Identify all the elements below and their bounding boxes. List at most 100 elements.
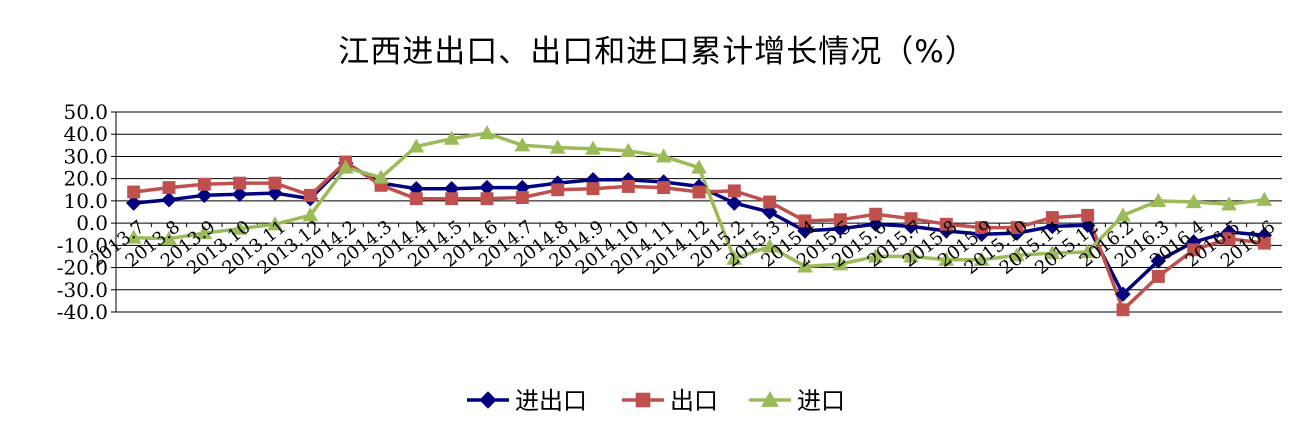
y-tick-label: 40.0 <box>63 122 108 146</box>
data-point <box>867 216 884 232</box>
legend-marker <box>761 390 779 407</box>
y-tick-label: 0.0 <box>76 211 108 235</box>
data-point <box>127 185 141 199</box>
data-point <box>445 192 459 206</box>
legend-marker <box>635 392 651 408</box>
data-point <box>655 148 672 163</box>
data-point <box>196 187 213 204</box>
data-point <box>1221 196 1237 211</box>
data-point <box>939 217 953 231</box>
y-tick-label: -10.0 <box>57 233 108 257</box>
data-point <box>798 214 812 228</box>
data-point <box>904 212 918 226</box>
data-point <box>1256 191 1273 206</box>
data-point <box>267 216 283 231</box>
data-point <box>479 125 495 140</box>
data-point <box>1079 217 1096 234</box>
data-point <box>975 221 989 235</box>
data-point <box>973 251 990 266</box>
x-axis-ticks: 2013.72013.82013.92013.102013.112013.122… <box>86 217 1279 279</box>
data-point <box>337 159 354 174</box>
legend-label: 出口 <box>670 387 718 415</box>
data-point <box>233 176 247 190</box>
data-point <box>1009 247 1025 262</box>
axes <box>111 111 1248 313</box>
data-point <box>1185 193 1202 209</box>
data-point <box>1150 192 1167 207</box>
data-point <box>373 169 389 184</box>
data-point <box>832 256 849 271</box>
data-point <box>938 251 955 266</box>
data-point <box>833 213 847 227</box>
data-point <box>161 230 177 245</box>
legend: 进出口 出口 进口 <box>467 387 845 415</box>
legend-label: 进出口 <box>515 387 587 415</box>
data-point <box>1222 232 1236 246</box>
data-point <box>268 176 282 190</box>
y-tick-label: 30.0 <box>63 144 108 168</box>
data-point <box>514 137 531 152</box>
data-point <box>1010 221 1024 235</box>
data-point <box>869 207 883 221</box>
data-point <box>125 229 142 244</box>
data-point <box>1079 243 1096 259</box>
data-point <box>1257 236 1271 250</box>
data-point <box>409 192 423 206</box>
data-point <box>867 248 884 263</box>
data-point <box>408 138 425 153</box>
data-point <box>620 142 637 157</box>
legend-marker <box>479 391 497 409</box>
data-point <box>551 183 565 197</box>
data-point <box>549 139 566 154</box>
data-point <box>197 177 211 191</box>
data-point <box>727 184 741 198</box>
data-point <box>797 223 813 239</box>
data-point <box>1115 286 1131 302</box>
y-tick-label: 20.0 <box>63 167 108 191</box>
y-tick-label: 10.0 <box>63 189 108 213</box>
data-point <box>763 195 777 209</box>
data-point <box>125 195 142 211</box>
y-tick-label: -40.0 <box>57 300 108 324</box>
grid-lines <box>116 111 1282 313</box>
data-point <box>443 130 460 145</box>
y-tick-label: -30.0 <box>57 278 108 302</box>
data-point <box>692 185 706 199</box>
series-markers <box>125 125 1273 317</box>
data-point <box>303 188 317 202</box>
data-point <box>161 192 177 208</box>
data-point <box>1187 243 1201 257</box>
data-point <box>267 185 283 201</box>
data-point <box>761 238 778 253</box>
data-point <box>585 140 601 155</box>
data-point <box>1044 245 1061 260</box>
data-point <box>797 258 813 273</box>
data-point <box>515 191 529 205</box>
data-point <box>302 207 319 222</box>
data-point <box>1081 208 1095 222</box>
data-point <box>162 181 176 195</box>
data-point <box>1151 269 1165 283</box>
data-point <box>1045 211 1059 225</box>
data-point <box>726 250 743 265</box>
data-point <box>903 248 919 263</box>
data-point <box>231 220 248 235</box>
data-point <box>726 195 743 211</box>
data-point <box>657 181 671 195</box>
data-point <box>691 159 707 174</box>
data-point <box>586 182 600 196</box>
y-tick-label: 50.0 <box>63 100 108 124</box>
data-point <box>621 179 635 193</box>
data-point <box>196 225 213 240</box>
data-point <box>1116 303 1130 317</box>
data-point <box>231 186 248 202</box>
chart-title: 江西进出口、出口和进口累计增长情况（%） <box>338 34 977 70</box>
data-point <box>1115 207 1131 222</box>
y-axis-ticks: 50.040.030.020.010.00.0-10.0-20.0-30.0-4… <box>57 100 108 324</box>
data-point <box>761 204 778 220</box>
data-point <box>1150 253 1167 269</box>
legend-label: 进口 <box>797 387 845 415</box>
data-point <box>480 192 494 206</box>
y-tick-label: -20.0 <box>57 256 108 280</box>
